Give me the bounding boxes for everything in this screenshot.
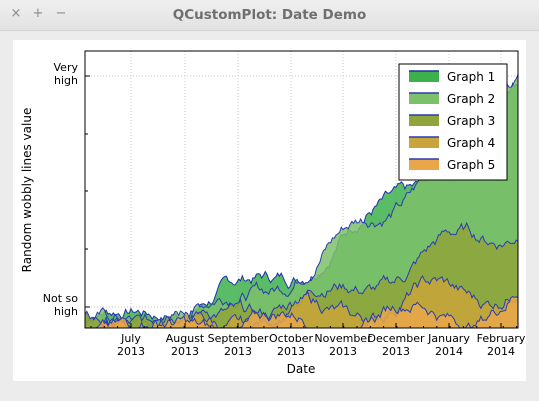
y-tick-label: Very <box>54 61 79 74</box>
plot-widget[interactable]: July 2013 August 2013 September 2013 October 20… <box>13 40 526 381</box>
plot-frame <box>84 50 519 329</box>
minimize-icon[interactable]: − <box>55 6 67 21</box>
x-tick-label: January <box>427 332 470 345</box>
legend-label: Graph 5 <box>447 158 495 172</box>
x-tick-label: November <box>314 332 372 345</box>
maximize-icon[interactable]: + <box>32 6 44 21</box>
x-tick-label-year: 2013 <box>382 345 410 358</box>
legend-swatch <box>409 137 439 148</box>
x-tick-label-year: 2014 <box>487 345 515 358</box>
x-tick-label: February <box>477 332 526 345</box>
x-tick-label-year: 2013 <box>277 345 305 358</box>
x-axis: July2013August2013September2013October20… <box>90 323 526 358</box>
legend-label: Graph 2 <box>447 92 495 106</box>
series-area <box>85 74 518 328</box>
series-line <box>85 296 518 328</box>
area-series <box>85 74 518 328</box>
title-bar: × + − QCustomPlot: Date Demo <box>0 0 539 31</box>
y-tick-label-2: high <box>54 305 78 318</box>
x-tick-label: September <box>208 332 269 345</box>
close-icon[interactable]: × <box>10 6 22 21</box>
x-tick-label-year: 2013 <box>171 345 199 358</box>
x-tick-label: July <box>120 332 141 345</box>
x-axis-label: Date <box>287 362 316 376</box>
legend-swatch <box>409 93 439 104</box>
y-tick-label: Not so <box>43 292 78 305</box>
legend-label: Graph 4 <box>447 136 495 150</box>
legend-label: Graph 3 <box>447 114 495 128</box>
x-tick-label: October <box>269 332 313 345</box>
x-tick-label-year: 2013 <box>329 345 357 358</box>
y-axis-label: Random wobbly lines value <box>20 108 34 273</box>
legend-swatch <box>409 71 439 82</box>
legend-swatch <box>409 115 439 126</box>
legend-label: Graph 1 <box>447 70 495 84</box>
x-tick-label-year: 2013 <box>224 345 252 358</box>
series-area <box>85 296 518 328</box>
x-tick-label-year: 2014 <box>435 345 463 358</box>
x-tick-label-year: 2013 <box>117 345 145 358</box>
legend-swatch <box>409 159 439 170</box>
x-tick-label: August <box>166 332 205 345</box>
y-tick-label-2: high <box>54 74 78 87</box>
chart-svg: July2013August2013September2013October20… <box>20 50 526 376</box>
x-tick-label: December <box>367 332 425 345</box>
legend: Graph 1 Graph 2 Graph 3 Graph 4 Graph 5 <box>398 63 508 181</box>
window-title: QCustomPlot: Date Demo <box>172 7 367 23</box>
